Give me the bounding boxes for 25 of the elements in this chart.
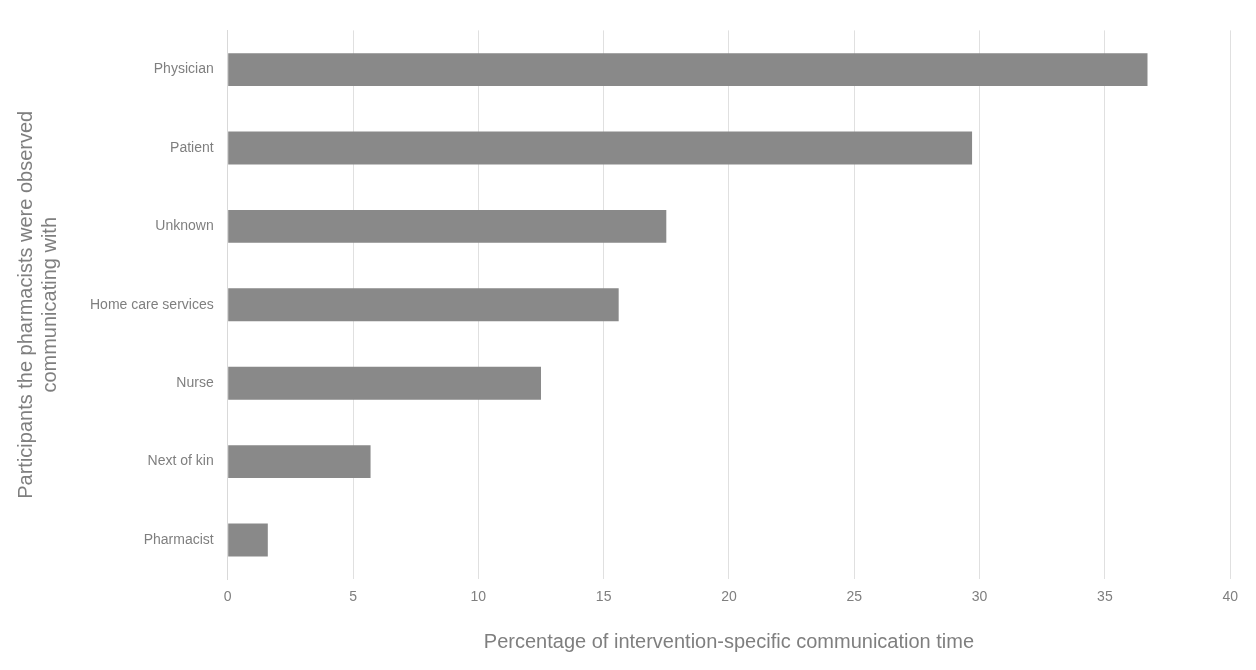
bar (228, 288, 619, 322)
y-tick-label: Unknown (155, 217, 214, 234)
y-tick-label: Physician (153, 60, 214, 77)
x-tick-label: 40 (1222, 588, 1239, 605)
x-tick-label: 0 (223, 588, 232, 605)
bar (228, 366, 541, 400)
x-tick-label: 15 (595, 588, 612, 605)
x-tick-label: 25 (846, 588, 863, 605)
x-axis-title: Percentage of intervention-specific communication time (483, 629, 975, 652)
bar (228, 523, 268, 557)
y-tick-label: Patient (170, 138, 214, 155)
x-tick-label: 35 (1097, 588, 1113, 605)
bar (228, 445, 371, 479)
bar (228, 209, 667, 243)
x-tick-label: 5 (349, 588, 358, 605)
bar (228, 53, 1148, 87)
x-tick-label: 30 (971, 588, 988, 605)
y-axis-title: Participants the pharmacists were observed communicating with (13, 110, 60, 499)
y-tick-label: Home care services (90, 295, 214, 312)
y-tick-label: Nurse (176, 374, 214, 391)
y-tick-label: Pharmacist (143, 530, 214, 547)
bar (228, 131, 973, 165)
x-tick-label: 10 (470, 588, 487, 605)
y-tick-label: Next of kin (147, 452, 214, 469)
x-tick-label: 20 (721, 588, 737, 605)
